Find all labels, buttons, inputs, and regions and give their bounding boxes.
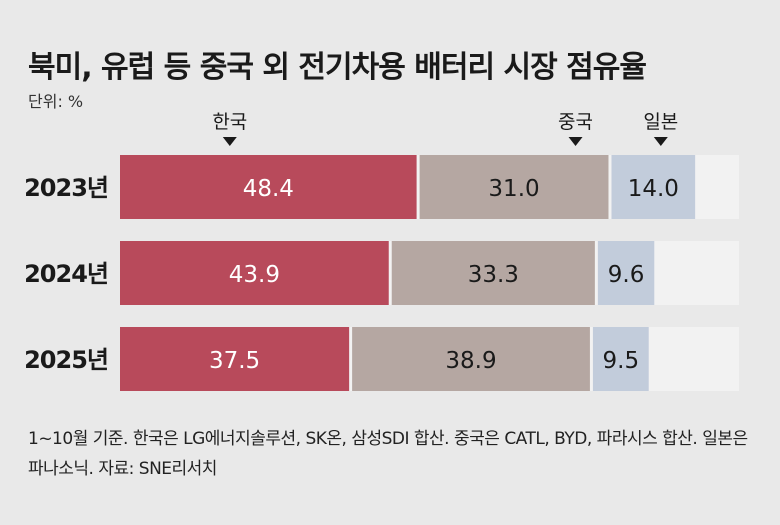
data-label: 38.9 [445,348,496,374]
unit-label: 단위: % [28,92,84,111]
category-label: 2024년 [24,260,108,288]
bar-segment [120,241,389,305]
data-label: 31.0 [488,176,539,202]
data-label: 37.5 [209,348,260,374]
legend-label: 중국 [558,111,593,133]
footnote: 1~10월 기준. 한국은 LG에너지솔루션, SK온, 삼성SDI 합산. 중… [28,429,748,479]
data-label: 9.5 [603,348,640,374]
legend-arrow-icon [222,137,237,146]
bar-segment [352,327,590,391]
data-label: 43.9 [229,262,280,288]
data-label: 33.3 [468,262,519,288]
chart-title: 북미, 유럽 등 중국 외 전기차용 배터리 시장 점유율 [28,50,647,85]
legend-arrow-icon [568,137,583,146]
bar-segment [611,155,696,219]
category-label: 2025년 [24,346,108,374]
bar-segment [597,241,655,305]
legend-label: 일본 [643,111,678,133]
data-label: 14.0 [628,176,679,202]
bar-segment [120,327,350,391]
bar-segment [419,155,609,219]
data-label: 48.4 [243,176,294,202]
data-label: 9.6 [608,262,645,288]
bar-segment [120,155,417,219]
bar-segment [592,327,649,391]
bar-segment [391,241,595,305]
legend-arrow-icon [653,137,668,146]
category-label: 2023년 [24,174,108,202]
legend-label: 한국 [212,111,247,133]
